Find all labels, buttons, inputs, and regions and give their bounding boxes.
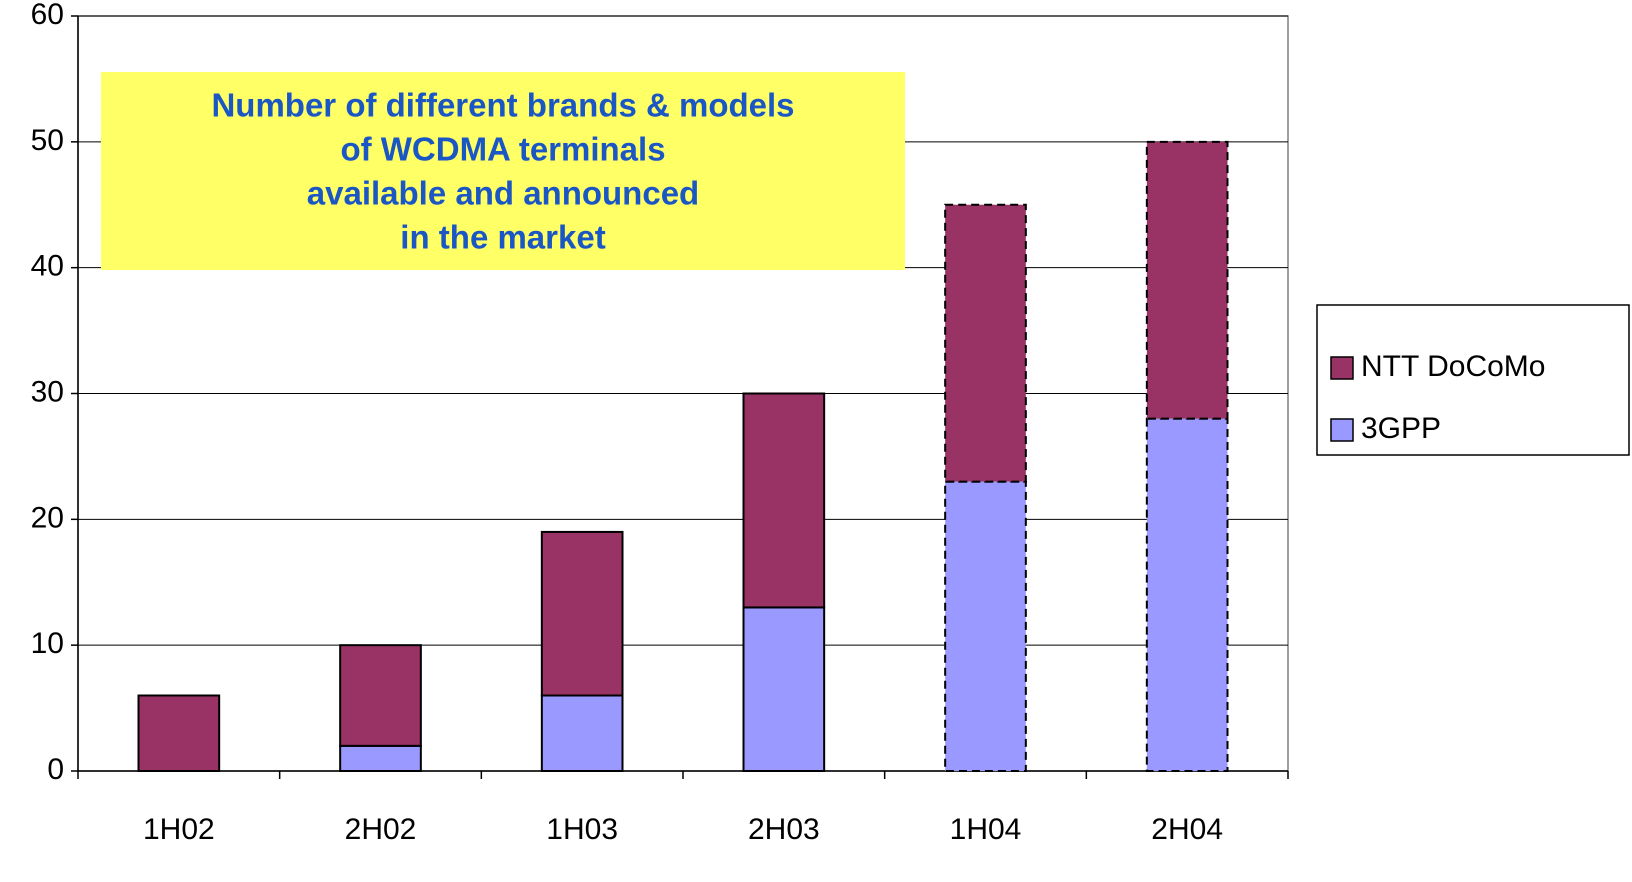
x-tick-label: 1H04 <box>950 813 1022 846</box>
bar-segment <box>339 744 422 772</box>
x-tick-label: 2H04 <box>1151 813 1223 846</box>
bar-segment <box>1145 140 1229 420</box>
bar-segment <box>137 694 221 772</box>
annotation-text: in the market <box>400 219 605 256</box>
legend-swatch <box>1330 356 1354 380</box>
bar-segment <box>540 530 624 697</box>
legend-label: NTT DoCoMo <box>1361 350 1545 383</box>
bar-segment <box>944 203 1027 483</box>
y-tick-label: 20 <box>31 501 64 534</box>
annotation-box <box>101 72 905 270</box>
bar-segment <box>742 392 826 609</box>
bar-segment <box>742 606 826 773</box>
legend-swatch <box>1330 418 1354 442</box>
y-tick-label: 0 <box>47 753 64 786</box>
x-tick-label: 1H02 <box>143 813 215 846</box>
annotation-text: available and announced <box>307 175 699 212</box>
y-tick-label: 30 <box>31 375 64 408</box>
bar-segment <box>944 480 1027 772</box>
x-tick-label: 2H03 <box>748 813 820 846</box>
x-tick-label: 1H03 <box>546 813 618 846</box>
annotation-text: of WCDMA terminals <box>340 131 665 168</box>
bar-segment <box>1145 417 1229 772</box>
x-tick-label: 2H02 <box>345 813 417 846</box>
legend-label: 3GPP <box>1361 412 1441 445</box>
y-tick-label: 50 <box>31 124 64 157</box>
y-tick-label: 60 <box>31 0 64 31</box>
legend-box <box>1316 304 1630 456</box>
y-tick-label: 40 <box>31 250 64 283</box>
y-tick-label: 10 <box>31 627 64 660</box>
bar-segment <box>540 694 624 772</box>
annotation-text: Number of different brands & models <box>211 87 794 124</box>
bar-segment <box>339 644 422 747</box>
